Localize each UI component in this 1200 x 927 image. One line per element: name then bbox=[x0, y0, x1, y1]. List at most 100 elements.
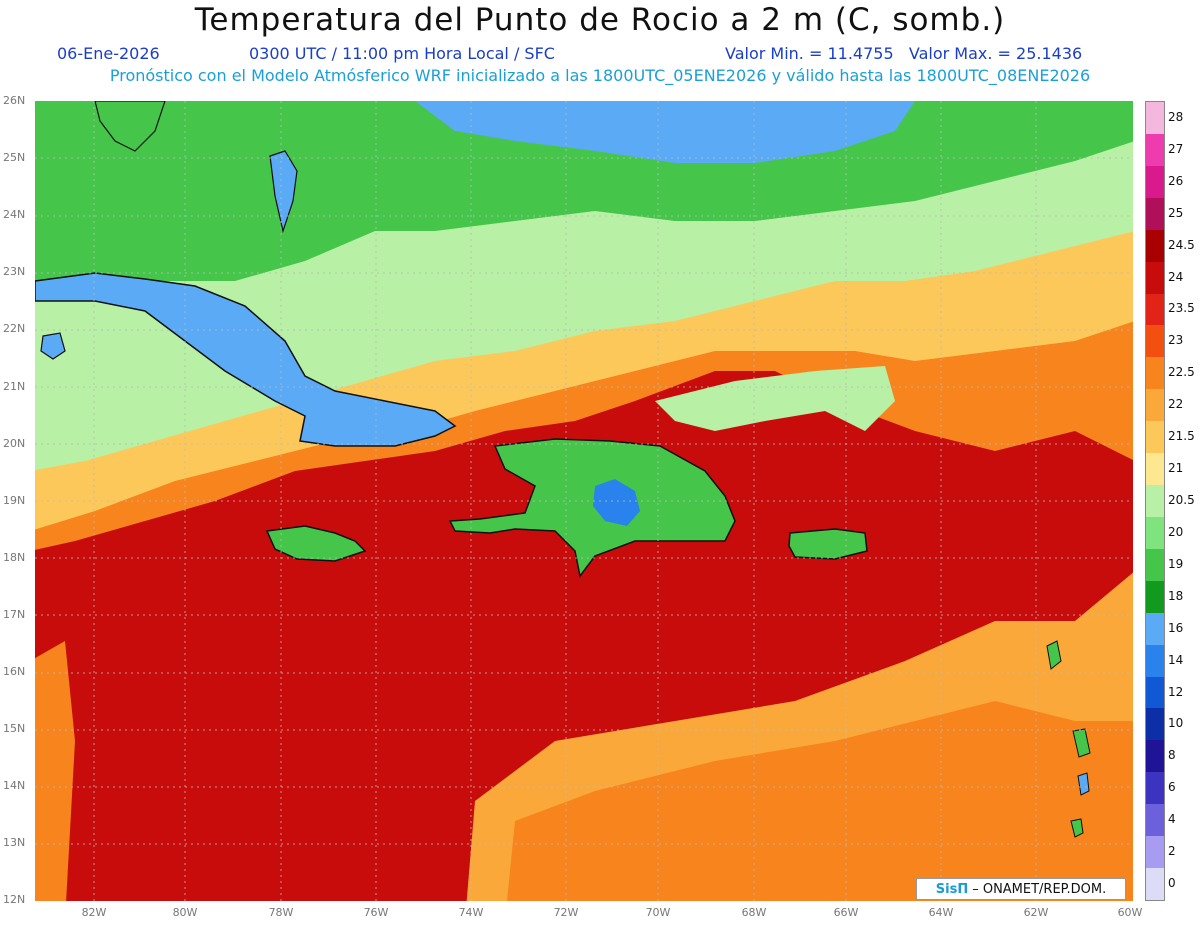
colorbar-tick-label: 0 bbox=[1168, 876, 1176, 891]
colorbar-segment bbox=[1146, 293, 1164, 326]
colorbar-tick-label: 23.5 bbox=[1168, 301, 1195, 316]
colorbar-segment bbox=[1146, 261, 1164, 294]
colorbar-segment bbox=[1146, 804, 1164, 837]
latitude-label: 22N bbox=[3, 322, 26, 336]
colorbar-segment bbox=[1146, 708, 1164, 741]
colorbar-tick-label: 2 bbox=[1168, 844, 1176, 859]
latitude-label: 17N bbox=[3, 607, 26, 621]
latitude-label: 13N bbox=[3, 836, 26, 850]
colorbar-tick-label: 25 bbox=[1168, 205, 1184, 220]
model-info: Pronóstico con el Modelo Atmósferico WRF… bbox=[109, 66, 1091, 85]
colorbar-segment bbox=[1146, 197, 1164, 231]
colorbar-tick-label: 21.5 bbox=[1168, 429, 1195, 444]
latitude-label: 16N bbox=[3, 665, 26, 678]
credit-text: – ONAMET/REP.DOM. bbox=[972, 881, 1107, 897]
colorbar-tick-label: 27 bbox=[1168, 141, 1184, 156]
colorbar-tick-label: 18 bbox=[1168, 588, 1184, 603]
cuba-land bbox=[35, 272, 457, 447]
western-warm-field bbox=[35, 641, 75, 901]
latitude-label: 21N bbox=[3, 379, 26, 393]
latitude-label: 14N bbox=[3, 779, 26, 793]
credit-box: SisΠ – ONAMET/REP.DOM. bbox=[916, 878, 1126, 900]
northern-blue-area bbox=[415, 101, 915, 163]
colorbar-tick-label: 24.5 bbox=[1168, 237, 1195, 252]
colorbar-segment bbox=[1146, 357, 1164, 390]
jamaica-land bbox=[265, 525, 367, 562]
longitude-label: 78W bbox=[268, 906, 294, 919]
colorbar-segment bbox=[1146, 389, 1164, 422]
northern-green-band bbox=[35, 101, 1133, 300]
map-gridlines bbox=[35, 101, 1133, 901]
longitude-label: 76W bbox=[363, 906, 389, 919]
colorbar-tick-label: 20 bbox=[1168, 524, 1184, 539]
latitude-label: 15N bbox=[3, 722, 26, 736]
hispaniola-land bbox=[448, 438, 736, 578]
colorbar-segment bbox=[1146, 325, 1164, 358]
colorbar-segment bbox=[1146, 612, 1164, 646]
colorbar-segment bbox=[1146, 868, 1164, 901]
hispaniola-cool-core bbox=[593, 479, 640, 526]
longitude-label: 64W bbox=[928, 906, 954, 919]
colorbar-tick-label: 19 bbox=[1168, 556, 1184, 571]
isla-juventud bbox=[40, 332, 66, 360]
colorbar-segment bbox=[1146, 548, 1164, 582]
florida-tip bbox=[94, 101, 166, 152]
longitude-label: 82W bbox=[81, 906, 107, 919]
forecast-date: 06-Ene-2026 bbox=[57, 44, 160, 63]
lesser-antilles-a bbox=[1046, 640, 1062, 670]
colorbar-tick-label: 22 bbox=[1168, 397, 1184, 412]
latitude-label: 24N bbox=[3, 208, 26, 222]
colorbar-tick-label: 10 bbox=[1168, 716, 1184, 731]
sispi-logo: SisΠ bbox=[935, 881, 969, 897]
longitude-label: 80W bbox=[172, 906, 198, 919]
eastern-green-patch bbox=[655, 366, 895, 431]
latitude-label: 19N bbox=[3, 493, 26, 507]
colorbar-segment bbox=[1146, 485, 1164, 518]
colorbar-tick-label: 16 bbox=[1168, 620, 1184, 635]
colorbar-segment bbox=[1146, 165, 1164, 199]
colorbar-tick-label: 12 bbox=[1168, 684, 1184, 699]
andros-island bbox=[269, 150, 298, 234]
lesser-antilles-d bbox=[1077, 772, 1090, 796]
longitude-label: 74W bbox=[458, 906, 484, 919]
colorbar-segment bbox=[1146, 453, 1164, 486]
puerto-rico-land bbox=[788, 528, 868, 560]
colorbar-tick-label: 22.5 bbox=[1168, 365, 1195, 380]
colorbar-tick-label: 28 bbox=[1168, 109, 1184, 124]
colorbar-tick-label: 6 bbox=[1168, 780, 1176, 795]
longitude-label: 72W bbox=[553, 906, 579, 919]
colorbar-tick-label: 8 bbox=[1168, 748, 1176, 763]
colorbar-segment bbox=[1146, 836, 1164, 869]
longitude-label: 62W bbox=[1023, 906, 1049, 919]
latitude-label: 25N bbox=[3, 151, 26, 165]
latitude-label: 18N bbox=[3, 550, 26, 564]
colorbar-tick-label: 21 bbox=[1168, 461, 1184, 476]
longitude-label: 68W bbox=[741, 906, 767, 919]
colorbar-segment bbox=[1146, 102, 1164, 135]
latitude-label: 20N bbox=[3, 436, 26, 450]
colorbar-segment bbox=[1146, 516, 1164, 550]
colorbar-segment bbox=[1146, 133, 1164, 167]
map-title: Temperatura del Punto de Rocio a 2 m (C,… bbox=[194, 2, 1006, 38]
colorbar-segment bbox=[1146, 229, 1164, 263]
southern-warm-field-inner bbox=[507, 701, 1133, 901]
colorbar-tick-label: 26 bbox=[1168, 173, 1184, 188]
longitude-label: 60W bbox=[1117, 906, 1143, 919]
lesser-antilles-c bbox=[1070, 818, 1084, 838]
colorbar-tick-label: 4 bbox=[1168, 812, 1176, 827]
colorbar bbox=[1145, 101, 1165, 901]
colorbar-tick-label: 14 bbox=[1168, 652, 1184, 667]
colorbar-segment bbox=[1146, 740, 1164, 773]
forecast-time: 0300 UTC / 11:00 pm Hora Local / SFC bbox=[249, 44, 555, 63]
colorbar-tick-label: 20.5 bbox=[1168, 493, 1195, 507]
colorbar-segment bbox=[1146, 644, 1164, 678]
colorbar-tick-label: 24 bbox=[1168, 269, 1184, 284]
latitude-label: 12N bbox=[3, 893, 26, 907]
colorbar-segment bbox=[1146, 772, 1164, 805]
min-max-values: Valor Min. = 11.4755 Valor Max. = 25.143… bbox=[725, 44, 1083, 63]
colorbar-tick-label: 23 bbox=[1168, 333, 1184, 348]
dewpoint-map bbox=[35, 101, 1133, 901]
longitude-label: 66W bbox=[833, 906, 859, 919]
latitude-label: 23N bbox=[3, 265, 26, 279]
longitude-label: 70W bbox=[645, 906, 671, 919]
